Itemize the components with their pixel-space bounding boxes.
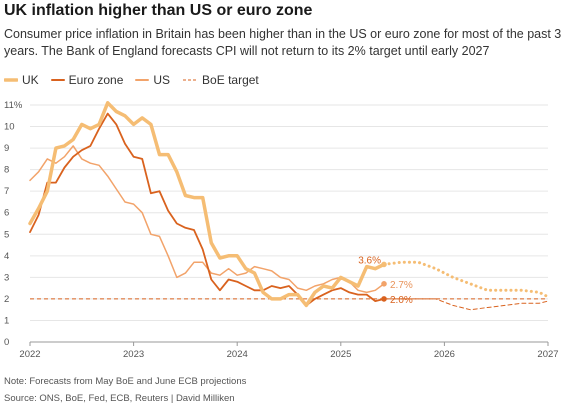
y-tick-label: 10 (4, 122, 15, 133)
line-chart: 0 1 2 3 4 5 6 7 8 9 10 11% 2022 2023 2024 2025 2026 2027 3… (4, 100, 559, 360)
y-tick-label: 5 (4, 229, 9, 240)
y-tick-label: 9 (4, 143, 9, 154)
x-tick-label: 2025 (330, 349, 351, 360)
x-tick-label: 2022 (19, 349, 40, 360)
legend-swatch-boe-target (183, 79, 198, 81)
chart-source: Source: ONS, BoE, Fed, ECB, Reuters | Da… (4, 393, 235, 404)
end-point-uk (381, 261, 387, 268)
y-tick-label: 0 (4, 337, 9, 348)
y-tick-label: 11% (4, 100, 23, 111)
forecast-line-ez (383, 298, 549, 311)
legend-label-euro-zone: Euro zone (68, 73, 124, 87)
y-tick-label: 2 (4, 294, 9, 305)
legend-item-us: US (135, 73, 170, 87)
chart-title: UK inflation higher than US or euro zone (4, 2, 313, 19)
y-tick-label: 7 (4, 186, 9, 197)
chart-note: Note: Forecasts from May BoE and June EC… (4, 376, 247, 387)
legend: UK Euro zone US BoE target (4, 73, 271, 87)
end-label-uk: 3.6% (358, 255, 381, 266)
legend-swatch-uk (4, 78, 18, 82)
y-tick-label: 8 (4, 165, 9, 176)
x-tick-label: 2023 (123, 349, 144, 360)
y-tick-label: 1 (4, 315, 9, 326)
end-label-us: 2.7% (390, 280, 413, 291)
legend-swatch-euro-zone (50, 79, 65, 81)
chart-subtitle: Consumer price inflation in Britain has … (4, 27, 562, 58)
y-tick-label: 3 (4, 272, 9, 283)
series-line-ez (29, 112, 385, 307)
x-tick-label: 2024 (227, 349, 248, 360)
forecast-line-uk (382, 260, 550, 299)
y-tick-label: 6 (4, 208, 9, 219)
legend-label-us: US (153, 73, 171, 87)
x-tick-label: 2027 (537, 349, 558, 360)
legend-label-boe-target: BoE target (202, 73, 259, 87)
y-tick-label: 4 (4, 251, 9, 262)
end-label-ez: 2.0% (390, 295, 413, 306)
legend-item-euro-zone: Euro zone (50, 73, 124, 87)
series-line-uk (28, 101, 386, 308)
x-tick-label: 2026 (434, 349, 455, 360)
legend-item-boe-target: BoE target (182, 73, 259, 87)
end-point-ez (381, 296, 387, 302)
legend-swatch-us (135, 79, 150, 81)
end-point-us (381, 281, 387, 287)
legend-item-uk: UK (4, 73, 39, 87)
legend-label-uk: UK (22, 73, 39, 87)
